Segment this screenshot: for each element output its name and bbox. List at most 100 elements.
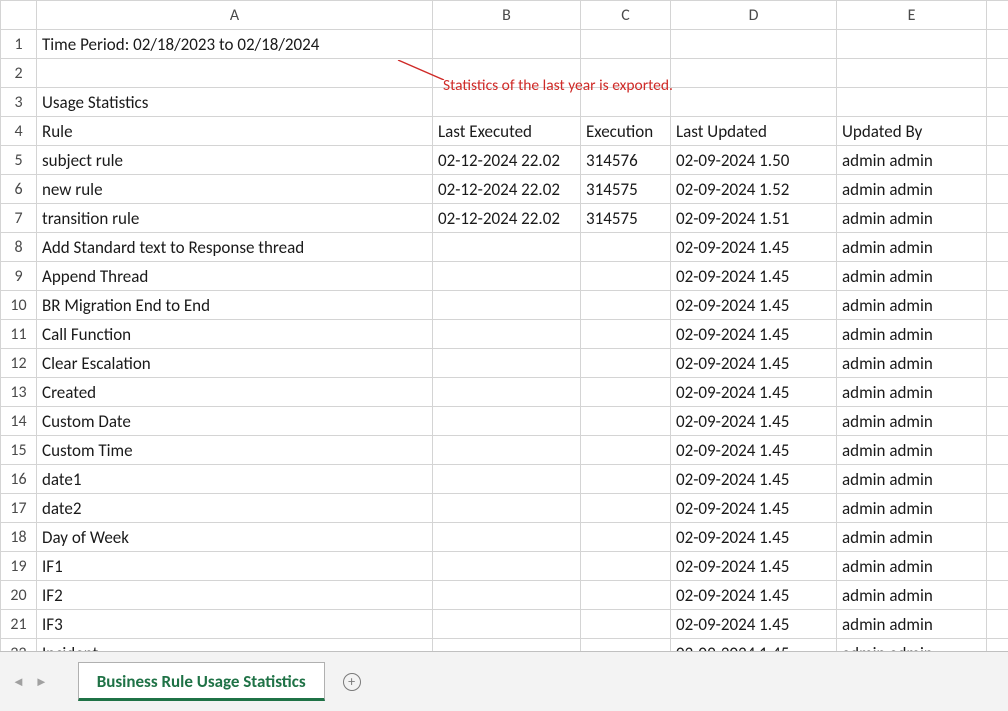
cell[interactable] — [433, 523, 581, 552]
table-row[interactable]: 5subject rule02-12-2024 22.0231457602-09… — [1, 146, 1008, 175]
cell[interactable] — [433, 30, 581, 59]
cell[interactable]: 314576 — [581, 146, 671, 175]
chevron-left-icon[interactable]: ◄ — [12, 674, 25, 690]
cell[interactable] — [433, 639, 581, 652]
row-header[interactable]: 14 — [1, 407, 37, 436]
select-all-corner[interactable] — [1, 1, 37, 30]
cell[interactable]: 02-12-2024 22.02 — [433, 175, 581, 204]
cell[interactable] — [433, 610, 581, 639]
table-row[interactable]: 10BR Migration End to End02-09-2024 1.45… — [1, 291, 1008, 320]
cell[interactable] — [671, 88, 837, 117]
cell[interactable] — [433, 233, 581, 262]
row-header[interactable]: 18 — [1, 523, 37, 552]
cell[interactable]: admin admin — [837, 146, 987, 175]
row-header[interactable]: 9 — [1, 262, 37, 291]
cell[interactable]: IF2 — [37, 581, 433, 610]
cell[interactable]: 02-12-2024 22.02 — [433, 146, 581, 175]
col-header[interactable] — [987, 1, 1008, 30]
cell[interactable]: new rule — [37, 175, 433, 204]
cell[interactable] — [987, 204, 1008, 233]
cell[interactable]: admin admin — [837, 581, 987, 610]
cell[interactable] — [987, 175, 1008, 204]
add-sheet-button[interactable]: + — [343, 673, 361, 691]
cell[interactable] — [433, 262, 581, 291]
cell[interactable]: 02-09-2024 1.52 — [671, 175, 837, 204]
cell[interactable] — [581, 59, 671, 88]
row-header[interactable]: 8 — [1, 233, 37, 262]
table-row[interactable]: 4RuleLast ExecutedExecutionLast UpdatedU… — [1, 117, 1008, 146]
cell[interactable]: 02-09-2024 1.45 — [671, 523, 837, 552]
cell[interactable]: IF3 — [37, 610, 433, 639]
row-header[interactable]: 1 — [1, 30, 37, 59]
cell[interactable]: admin admin — [837, 204, 987, 233]
cell[interactable]: admin admin — [837, 436, 987, 465]
row-header[interactable]: 16 — [1, 465, 37, 494]
cell[interactable]: 02-09-2024 1.45 — [671, 552, 837, 581]
cell[interactable]: 02-09-2024 1.51 — [671, 204, 837, 233]
cell[interactable]: admin admin — [837, 320, 987, 349]
col-header[interactable]: B — [433, 1, 581, 30]
cell[interactable]: 02-09-2024 1.45 — [671, 436, 837, 465]
cell[interactable]: admin admin — [837, 233, 987, 262]
cell[interactable] — [581, 581, 671, 610]
cell[interactable]: 02-09-2024 1.45 — [671, 233, 837, 262]
cell[interactable] — [671, 59, 837, 88]
cell[interactable]: Append Thread — [37, 262, 433, 291]
cell[interactable]: date1 — [37, 465, 433, 494]
cell[interactable] — [581, 233, 671, 262]
cell[interactable] — [987, 639, 1008, 652]
cell[interactable] — [581, 552, 671, 581]
table-row[interactable]: 12Clear Escalation02-09-2024 1.45admin a… — [1, 349, 1008, 378]
row-header[interactable]: 7 — [1, 204, 37, 233]
row-header[interactable]: 5 — [1, 146, 37, 175]
table-row[interactable]: 21IF302-09-2024 1.45admin admin — [1, 610, 1008, 639]
cell[interactable] — [581, 639, 671, 652]
cell[interactable] — [433, 436, 581, 465]
cell[interactable] — [987, 233, 1008, 262]
sheet-tab-active[interactable]: Business Rule Usage Statistics — [78, 662, 325, 701]
cell[interactable]: date2 — [37, 494, 433, 523]
cell[interactable]: Created — [37, 378, 433, 407]
cell[interactable] — [987, 262, 1008, 291]
table-row[interactable]: 11Call Function02-09-2024 1.45admin admi… — [1, 320, 1008, 349]
row-header[interactable]: 2 — [1, 59, 37, 88]
table-row[interactable]: 8Add Standard text to Response thread02-… — [1, 233, 1008, 262]
cell[interactable]: admin admin — [837, 378, 987, 407]
cell[interactable] — [987, 407, 1008, 436]
row-header[interactable]: 12 — [1, 349, 37, 378]
cell[interactable]: Execution — [581, 117, 671, 146]
cell[interactable]: admin admin — [837, 523, 987, 552]
cell[interactable]: Day of Week — [37, 523, 433, 552]
cell[interactable]: Custom Time — [37, 436, 433, 465]
cell[interactable] — [433, 581, 581, 610]
cell[interactable]: Clear Escalation — [37, 349, 433, 378]
cell[interactable]: 02-09-2024 1.45 — [671, 465, 837, 494]
cell[interactable]: 02-09-2024 1.45 — [671, 610, 837, 639]
cell[interactable]: Updated By — [837, 117, 987, 146]
cell[interactable] — [581, 262, 671, 291]
col-header[interactable]: E — [837, 1, 987, 30]
cell[interactable] — [987, 610, 1008, 639]
cell[interactable] — [837, 88, 987, 117]
table-row[interactable]: 1Time Period: 02/18/2023 to 02/18/2024 — [1, 30, 1008, 59]
row-header[interactable]: 10 — [1, 291, 37, 320]
cell[interactable] — [433, 378, 581, 407]
cell[interactable]: 02-09-2024 1.45 — [671, 407, 837, 436]
table-row[interactable]: 15Custom Time02-09-2024 1.45admin admin — [1, 436, 1008, 465]
cell[interactable] — [581, 88, 671, 117]
cell[interactable]: 02-09-2024 1.45 — [671, 291, 837, 320]
cell[interactable] — [581, 30, 671, 59]
cell[interactable]: 02-09-2024 1.45 — [671, 320, 837, 349]
cell[interactable] — [987, 88, 1008, 117]
cell[interactable]: Last Updated — [671, 117, 837, 146]
row-header[interactable]: 13 — [1, 378, 37, 407]
cell[interactable]: admin admin — [837, 291, 987, 320]
cell[interactable] — [987, 117, 1008, 146]
cell[interactable] — [671, 30, 837, 59]
row-header[interactable]: 21 — [1, 610, 37, 639]
table-row[interactable]: 14Custom Date02-09-2024 1.45admin admin — [1, 407, 1008, 436]
cell[interactable] — [987, 291, 1008, 320]
table-row[interactable]: 19IF102-09-2024 1.45admin admin — [1, 552, 1008, 581]
row-header[interactable]: 19 — [1, 552, 37, 581]
chevron-right-icon[interactable]: ► — [35, 674, 48, 690]
